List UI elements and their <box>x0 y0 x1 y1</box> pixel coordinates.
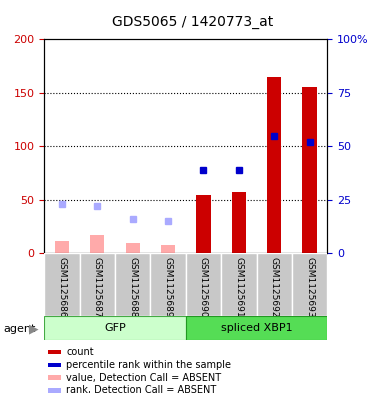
Bar <box>267 77 281 253</box>
Bar <box>44 316 186 340</box>
Bar <box>44 253 80 316</box>
Bar <box>115 253 151 316</box>
Text: GSM1125693: GSM1125693 <box>305 257 314 317</box>
Text: GSM1125692: GSM1125692 <box>270 257 279 317</box>
Bar <box>292 253 327 316</box>
Text: rank, Detection Call = ABSENT: rank, Detection Call = ABSENT <box>66 386 216 393</box>
Text: ▶: ▶ <box>29 322 38 336</box>
Text: GSM1125689: GSM1125689 <box>164 257 172 317</box>
Bar <box>256 253 292 316</box>
Text: value, Detection Call = ABSENT: value, Detection Call = ABSENT <box>66 373 221 383</box>
Text: GSM1125687: GSM1125687 <box>93 257 102 317</box>
Bar <box>196 195 211 253</box>
Bar <box>161 245 175 253</box>
Text: count: count <box>66 347 94 357</box>
Bar <box>232 193 246 253</box>
Text: GDS5065 / 1420773_at: GDS5065 / 1420773_at <box>112 15 273 29</box>
Text: GSM1125686: GSM1125686 <box>57 257 67 317</box>
Bar <box>90 235 104 253</box>
Text: agent: agent <box>4 324 36 334</box>
Bar <box>186 316 327 340</box>
Text: GSM1125688: GSM1125688 <box>128 257 137 317</box>
Bar <box>151 253 186 316</box>
Bar <box>48 388 60 393</box>
Bar <box>48 375 60 380</box>
Bar <box>221 253 256 316</box>
Text: GFP: GFP <box>104 323 126 333</box>
Bar <box>48 350 60 354</box>
Text: percentile rank within the sample: percentile rank within the sample <box>66 360 231 370</box>
Bar <box>48 363 60 367</box>
Bar <box>303 88 316 253</box>
Text: spliced XBP1: spliced XBP1 <box>221 323 292 333</box>
Bar <box>126 243 140 253</box>
Bar <box>80 253 115 316</box>
Text: GSM1125691: GSM1125691 <box>234 257 243 317</box>
Bar <box>55 241 69 253</box>
Text: GSM1125690: GSM1125690 <box>199 257 208 317</box>
Bar <box>186 253 221 316</box>
